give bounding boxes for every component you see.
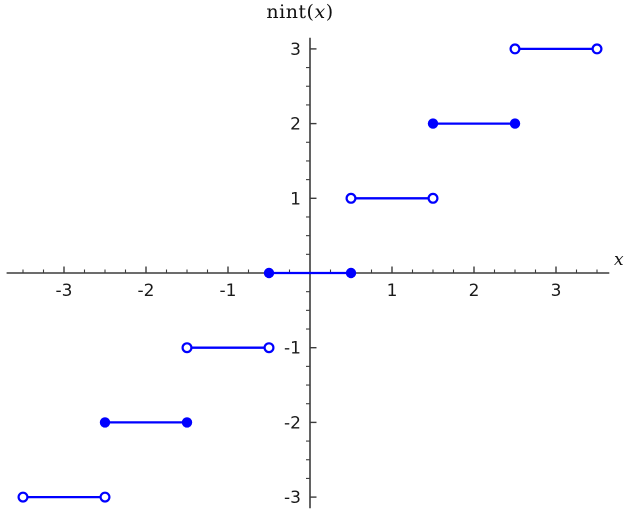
y-tick-label: 3 (290, 40, 301, 60)
closed-endpoint-marker (99, 417, 111, 428)
closed-endpoint-marker (427, 118, 439, 129)
closed-endpoint-marker (345, 267, 357, 279)
x-tick-label: -1 (220, 281, 237, 301)
x-tick-label: -2 (138, 281, 155, 301)
x-tick-label: 1 (387, 281, 398, 301)
x-axis-label: x (614, 250, 624, 270)
closed-endpoint-marker (263, 267, 275, 279)
x-tick-label: -3 (56, 281, 73, 301)
open-endpoint-marker (181, 342, 193, 354)
y-tick-label: 2 (290, 115, 301, 135)
x-tick-label: 2 (469, 281, 480, 301)
open-endpoint-marker (263, 342, 275, 354)
closed-endpoint-marker (509, 118, 521, 129)
open-endpoint-marker (345, 192, 357, 204)
y-tick-label: -3 (284, 488, 301, 508)
open-endpoint-marker (509, 43, 521, 55)
y-tick-label: -1 (284, 339, 301, 359)
open-endpoint-marker (17, 491, 29, 503)
y-tick-label: 1 (290, 189, 301, 209)
title-variable: x (314, 1, 326, 23)
title-suffix: ) (325, 1, 334, 23)
open-endpoint-marker (427, 192, 439, 204)
y-tick-label: -2 (284, 413, 301, 433)
x-tick-label: 3 (551, 281, 562, 301)
title-prefix: nint( (266, 1, 315, 23)
plot-title: nint(x) (220, 1, 380, 23)
closed-endpoint-marker (181, 417, 193, 428)
open-endpoint-marker (99, 491, 111, 503)
open-endpoint-marker (591, 43, 603, 55)
